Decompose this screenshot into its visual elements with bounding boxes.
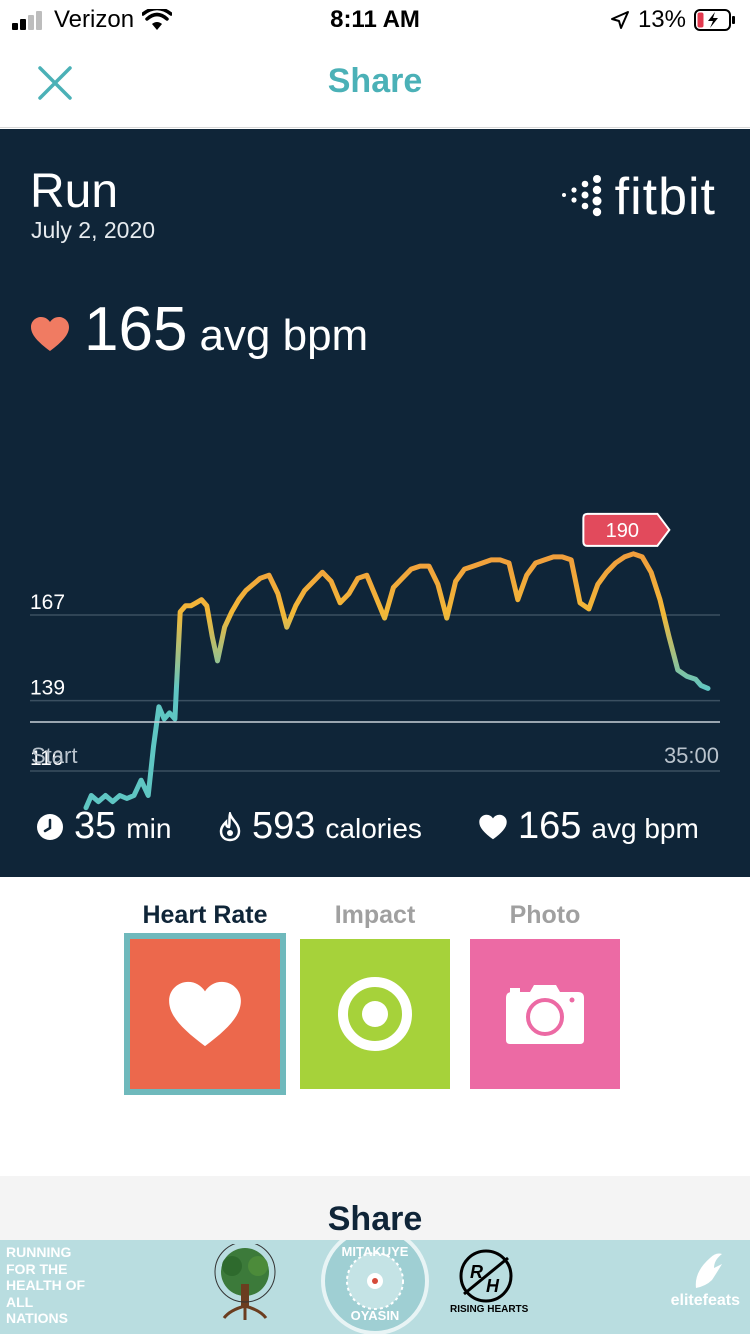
avg-bpm-stat: 165 avg bpm — [478, 805, 699, 848]
banner-rh-caption: RISING HEARTS — [450, 1304, 529, 1315]
location-arrow-icon — [610, 11, 629, 29]
activity-date: July 2, 2020 — [31, 217, 156, 243]
activity-name: Run — [30, 165, 119, 218]
nav-bar: Share — [0, 40, 750, 128]
status-bar: Verizon 8:11 AM 13% — [0, 0, 750, 40]
page-title: Share — [327, 62, 423, 100]
rising-hearts-logo: R H — [459, 1249, 513, 1303]
banner-center-bottom: OYASIN — [351, 1308, 400, 1323]
tab-impact-label[interactable]: Impact — [334, 901, 416, 929]
target-icon — [338, 977, 412, 1051]
x-label-end: 35:00 — [664, 743, 719, 768]
heart-rate-chart: 116 139 167 190 Start 35:00 — [30, 512, 720, 811]
tab-heart-rate-label[interactable]: Heart Rate — [142, 901, 268, 929]
heart-rate-tile — [130, 939, 280, 1089]
wifi-icon — [142, 9, 173, 30]
peak-marker: 190 — [582, 512, 671, 547]
duration-stat: 35 min — [36, 805, 171, 848]
tree-logo — [214, 1244, 276, 1320]
winged-shoe-icon — [695, 1253, 722, 1288]
signal-icon — [12, 11, 42, 30]
banner-center-top: MITAKUYE — [342, 1244, 409, 1259]
fitbit-dots-icon — [561, 175, 602, 217]
svg-text:H: H — [486, 1276, 500, 1296]
heart-icon — [169, 981, 241, 1047]
duration-label: min — [126, 813, 172, 844]
avg-bpm-value: 165 — [518, 805, 582, 847]
share-panel-title: Share — [327, 1200, 423, 1238]
brand-word: fitbit — [614, 168, 716, 226]
stats-row: 35 min 593 calories 165 avg bpm — [0, 805, 750, 855]
avg-bpm-label: avg bpm — [591, 813, 699, 844]
y-tick-label: 167 — [30, 591, 65, 614]
heart-rate-line — [83, 551, 711, 811]
battery-icon — [694, 9, 735, 31]
clock-icon — [37, 813, 63, 840]
y-tick-label: 139 — [30, 677, 65, 700]
banner-left-text: RUNNING FOR THE HEALTH OF ALL NATIONS — [6, 1244, 86, 1326]
fitbit-logo: fitbit — [557, 167, 716, 227]
sponsor-banner: RUNNING FOR THE HEALTH OF ALL NATIONS MI… — [0, 1240, 750, 1334]
flame-icon — [219, 811, 241, 841]
status-time: 8:11 AM — [330, 6, 420, 33]
status-left: Verizon — [12, 6, 173, 34]
tab-impact[interactable] — [300, 939, 450, 1089]
camera-icon — [506, 985, 584, 1044]
heart-icon — [479, 814, 507, 839]
tab-photo-label[interactable]: Photo — [509, 901, 581, 929]
close-icon[interactable] — [36, 64, 74, 102]
svg-text:R: R — [470, 1262, 483, 1282]
calories-label: calories — [325, 813, 422, 844]
avg-hr-value: 165 — [84, 295, 188, 364]
battery-percent: 13% — [637, 6, 686, 33]
peak-marker-label: 190 — [606, 520, 639, 542]
avg-hr-unit: avg bpm — [199, 311, 369, 360]
tab-photo[interactable] — [470, 939, 620, 1089]
calories-value: 593 — [252, 805, 316, 847]
carrier-name: Verizon — [54, 6, 135, 33]
tab-heart-rate[interactable] — [124, 933, 286, 1095]
share-type-tabs: Heart Rate Impact Photo — [0, 877, 750, 1107]
avg-hr-headline: 165 avg bpm — [30, 294, 368, 365]
heart-icon — [31, 317, 69, 351]
y-tick-label: 116 — [30, 747, 63, 770]
calories-stat: 593 calories — [218, 805, 422, 848]
x-label-start: Start — [31, 743, 77, 768]
banner-right-text: elitefeats — [670, 1292, 740, 1309]
share-card: Run July 2, 2020 fitbit 165 avg bpm — [0, 129, 750, 877]
mitakuye-oyasin-logo: MITAKUYE OYASIN — [321, 1240, 429, 1334]
status-right: 13% — [610, 6, 736, 34]
duration-value: 35 — [74, 805, 117, 847]
